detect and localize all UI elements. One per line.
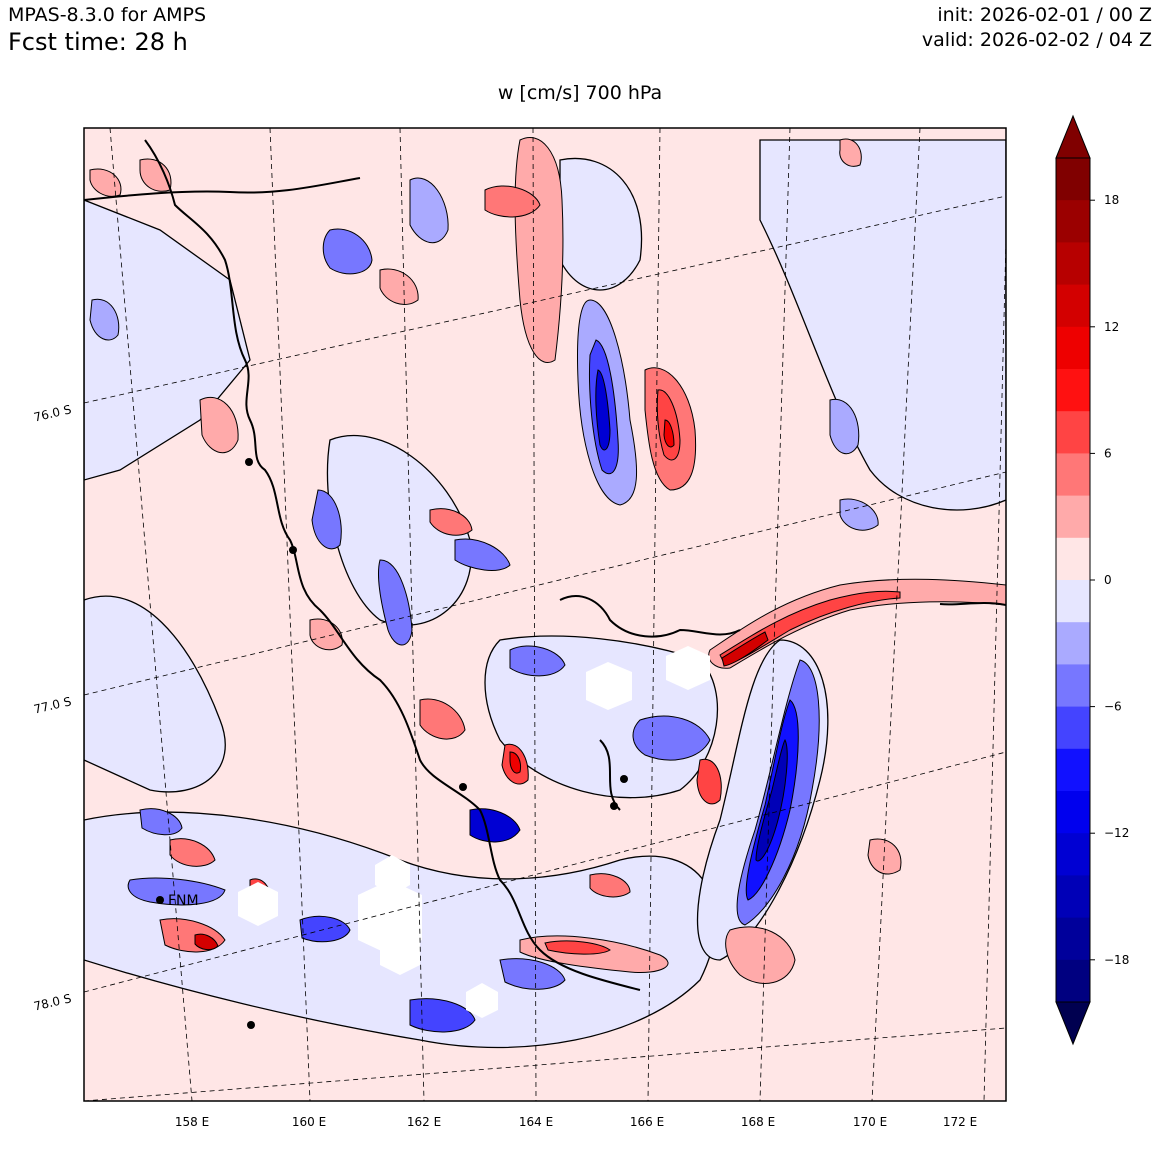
colorbar-segment [1056, 326, 1090, 370]
model-title: MPAS-8.3.0 for AMPS [8, 4, 207, 26]
colorbar-tick-label: −12 [1104, 826, 1129, 840]
colorbar-tick-label: 6 [1104, 446, 1112, 460]
colorbar-extend-max [1055, 114, 1091, 159]
colorbar-segment [1056, 284, 1090, 328]
colorbar-segment [1056, 664, 1090, 708]
colorbar-segment [1056, 622, 1090, 665]
colorbar-segment [1056, 875, 1090, 919]
strong-downward-cells [89, 177, 879, 1033]
upward-motion-cells [89, 137, 1006, 984]
colorbar-segment [1056, 706, 1090, 750]
stations [156, 458, 628, 1029]
station-fnm-marker [156, 896, 164, 904]
lon-label: 158 E [175, 1115, 209, 1129]
longitude-labels: 158 E 160 E 162 E 164 E 166 E 168 E 170 … [175, 1115, 977, 1129]
colorbar-tick-label: 12 [1104, 320, 1119, 334]
downward-motion-regions [84, 139, 1006, 1049]
colorbar-segment [1056, 537, 1090, 581]
valid-time: valid: 2026-02-02 / 04 Z [921, 29, 1152, 51]
colorbar-segment [1056, 242, 1090, 286]
lon-label: 162 E [407, 1115, 441, 1129]
colorbar-segment [1056, 791, 1090, 834]
colorbar-segment [1056, 580, 1090, 623]
plot-title: w [cm/s] 700 hPa [497, 82, 663, 104]
lon-label: 168 E [741, 1115, 775, 1129]
map-area: FNM [84, 128, 1006, 1101]
forecast-time: Fcst time: 28 h [8, 28, 188, 56]
init-time: init: 2026-02-01 / 00 Z [937, 4, 1152, 26]
colorbar-tick-label: −6 [1104, 700, 1122, 714]
latitude-labels: 76.0 S 77.0 S 78.0 S [32, 402, 72, 1013]
colorbar-segment [1056, 748, 1090, 792]
colorbar-segment [1056, 917, 1090, 961]
map-frame [83, 127, 1007, 1102]
colorbar-tick-label: −18 [1104, 953, 1129, 967]
coastlines [84, 139, 1006, 991]
lon-label: 166 E [630, 1115, 664, 1129]
colorbar-tick-label: 18 [1104, 193, 1119, 207]
graticule [84, 128, 1006, 1101]
colorbar: 18 12 6 0 −6 −12 −18 [1055, 114, 1129, 1046]
colorbar-segment [1056, 833, 1090, 876]
colorbar-tick-label: 0 [1104, 573, 1112, 587]
colorbar-segment [1056, 411, 1090, 454]
station-fnm-label: FNM [168, 893, 199, 909]
lat-label: 76.0 S [32, 402, 72, 424]
colorbar-extend-min [1055, 1001, 1091, 1046]
colorbar-segment [1056, 495, 1090, 539]
colorbar-segment [1056, 959, 1090, 1003]
colorbar-segment [1056, 369, 1090, 412]
lon-label: 170 E [853, 1115, 887, 1129]
colorbar-segment [1056, 158, 1090, 201]
lon-label: 160 E [292, 1115, 326, 1129]
lon-label: 172 E [943, 1115, 977, 1129]
masked-areas [238, 646, 710, 1018]
colorbar-segment [1056, 453, 1090, 497]
lat-label: 78.0 S [32, 991, 72, 1013]
colorbar-segment [1056, 200, 1090, 243]
lon-label: 164 E [519, 1115, 553, 1129]
lat-label: 77.0 S [32, 694, 72, 716]
